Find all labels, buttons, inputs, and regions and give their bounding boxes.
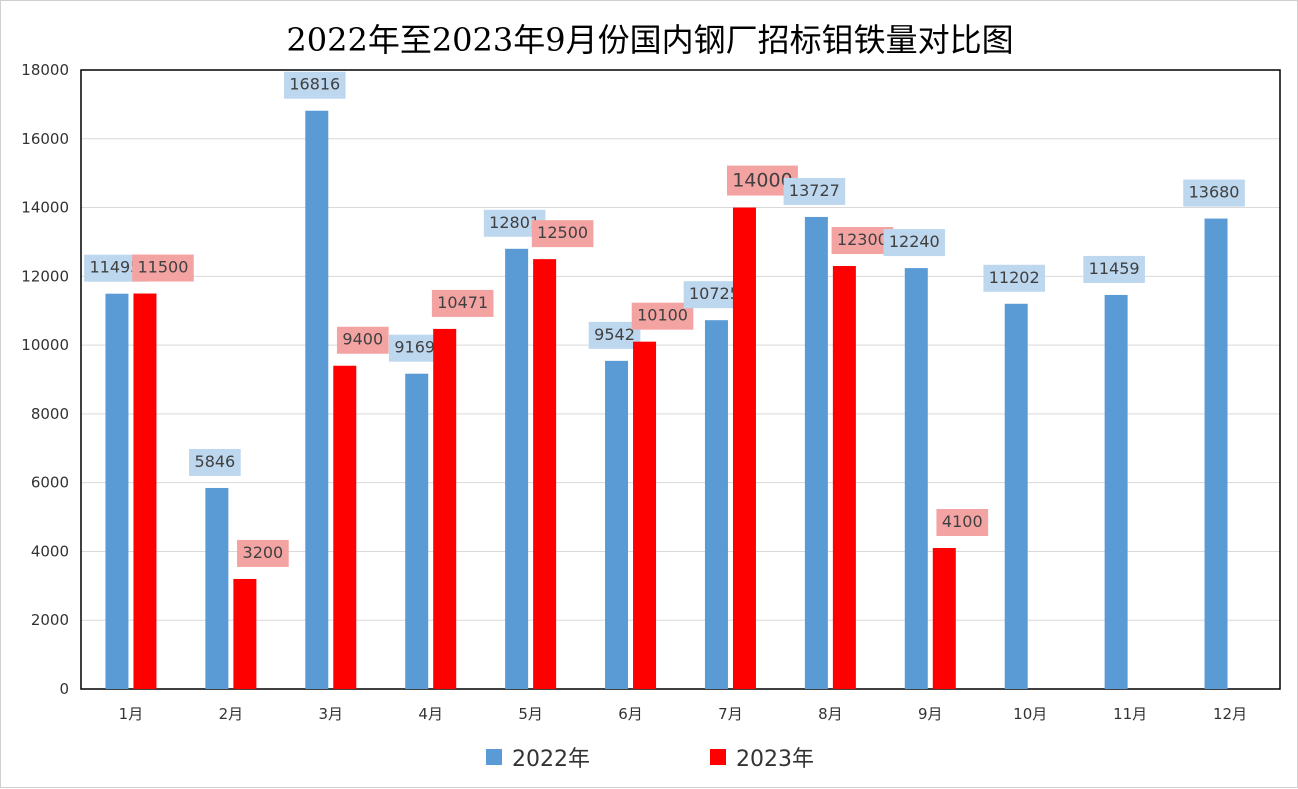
data-label-bg [1083, 255, 1145, 283]
data-label-bg [883, 229, 946, 257]
legend-item-2022: 2022年 [486, 741, 590, 773]
x-tick-label: 1月 [119, 705, 144, 723]
data-label: 13727 [789, 181, 840, 200]
chart-title: 2022年至2023年9月份国内钢厂招标钼铁量对比图 [286, 21, 1014, 59]
y-tick-label: 2000 [31, 611, 69, 629]
bar-2022年 [804, 216, 828, 689]
bar-2023年 [832, 266, 856, 689]
x-tick-label: 9月 [918, 705, 943, 723]
x-tick-label: 7月 [718, 705, 743, 723]
x-tick-label: 12月 [1213, 705, 1247, 723]
data-label: 4100 [942, 512, 983, 531]
y-tick-label: 0 [59, 680, 69, 698]
bar-2023年 [633, 341, 657, 689]
legend: 2022年 2023年 [1, 741, 1298, 773]
data-label: 9169 [394, 338, 435, 357]
data-label: 11495 [90, 258, 141, 277]
data-label-bg [132, 254, 194, 282]
data-label: 12500 [537, 223, 588, 242]
bar-2022年 [405, 373, 429, 689]
data-label: 9400 [342, 330, 383, 349]
data-label-bg [531, 220, 594, 248]
x-tick-label: 10月 [1013, 705, 1047, 723]
x-tick-label: 6月 [618, 705, 643, 723]
data-label: 3200 [243, 543, 284, 562]
data-label: 10100 [637, 306, 688, 325]
data-label: 12240 [889, 232, 940, 251]
data-label: 12801 [489, 213, 540, 232]
x-tick-label: 4月 [418, 705, 443, 723]
data-label: 16816 [289, 75, 340, 94]
bar-2022年 [1204, 218, 1228, 689]
data-label-bg [631, 302, 694, 330]
legend-label-2023: 2023年 [736, 747, 814, 772]
bar-2023年 [233, 578, 257, 689]
bar-2023年 [533, 259, 557, 689]
data-label: 11202 [989, 268, 1040, 287]
data-label-bg [831, 227, 894, 255]
bar-2022年 [505, 248, 529, 689]
y-tick-label: 4000 [31, 542, 69, 560]
bar-2022年 [704, 320, 728, 689]
plot-area-border [80, 69, 1281, 690]
bar-2023年 [732, 207, 756, 690]
bar-2022年 [1104, 294, 1128, 689]
data-label-bg [189, 448, 241, 476]
data-label-bg [936, 509, 989, 537]
legend-item-2023: 2023年 [710, 741, 814, 773]
data-label-bg [283, 71, 346, 99]
data-label: 11459 [1089, 259, 1140, 278]
y-tick-label: 10000 [21, 336, 69, 354]
x-tick-label: 8月 [818, 705, 843, 723]
legend-swatch-2023 [710, 749, 726, 765]
x-tick-label: 5月 [518, 705, 543, 723]
data-label: 5846 [195, 452, 236, 471]
bar-2022年 [904, 268, 928, 689]
x-tick-label: 2月 [219, 705, 244, 723]
bar-2023年 [932, 548, 956, 689]
data-label-bg [431, 289, 494, 317]
data-label: 14000 [732, 170, 792, 192]
legend-swatch-2022 [486, 749, 502, 765]
y-tick-label: 12000 [21, 267, 69, 285]
bar-2023年 [433, 328, 457, 689]
data-label: 13680 [1189, 183, 1240, 202]
legend-label-2022: 2022年 [512, 747, 590, 772]
data-label-bg [237, 539, 289, 567]
x-tick-label: 3月 [319, 705, 344, 723]
bar-2023年 [133, 293, 157, 689]
bar-2022年 [205, 487, 229, 689]
y-tick-label: 14000 [21, 199, 69, 217]
data-label: 10471 [437, 293, 488, 312]
y-tick-label: 18000 [21, 61, 69, 79]
data-label-bg [783, 177, 846, 205]
bar-2022年 [1004, 303, 1028, 689]
data-label-bg [388, 334, 441, 362]
data-label: 11500 [138, 258, 189, 277]
x-tick-label: 11月 [1113, 705, 1147, 723]
bar-2022年 [105, 293, 129, 689]
data-label-bg [1183, 179, 1245, 207]
y-tick-label: 6000 [31, 474, 69, 492]
data-label: 9542 [594, 325, 635, 344]
bar-2022年 [605, 360, 629, 689]
data-label: 10725 [689, 284, 740, 303]
y-tick-label: 8000 [31, 405, 69, 423]
data-label-bg [336, 326, 389, 354]
data-label: 12300 [837, 230, 888, 249]
bar-2022年 [305, 110, 329, 690]
data-label-bg [983, 264, 1046, 292]
y-tick-label: 16000 [21, 130, 69, 148]
bar-2023年 [333, 365, 357, 689]
